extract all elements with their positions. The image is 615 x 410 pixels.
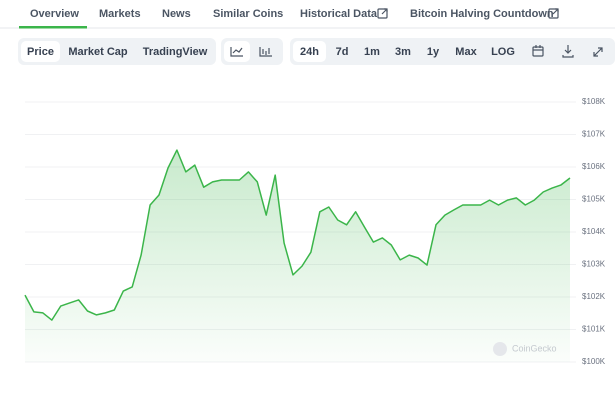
y-tick-label: $100K bbox=[582, 357, 606, 366]
range-button[interactable]: 1y bbox=[427, 46, 440, 58]
price-line bbox=[24, 149, 571, 321]
button-bar: Price Market Cap TradingView 24h 7d 1m 3m 1y Max… bbox=[27, 46, 515, 58]
active-button bbox=[21, 41, 60, 62]
y-tick-label: $105K bbox=[582, 195, 606, 204]
tab[interactable]: News bbox=[162, 8, 191, 20]
y-tick-label: $102K bbox=[582, 292, 606, 301]
chart: $100K $101K $102K $103K $104K $105K $106K $107K… bbox=[24, 97, 606, 366]
watermark: CoinGecko bbox=[512, 343, 557, 353]
calendar-icon[interactable] bbox=[532, 45, 544, 57]
active-tab-underline bbox=[19, 26, 87, 29]
tab[interactable]: Historical Data bbox=[300, 8, 378, 20]
y-tick-label: $107K bbox=[582, 130, 606, 139]
range-button[interactable]: 3m bbox=[395, 46, 411, 58]
y-tick-label: $101K bbox=[582, 325, 606, 334]
y-tick-label: $108K bbox=[582, 97, 606, 106]
candle-icon[interactable] bbox=[259, 47, 272, 57]
active-button bbox=[293, 41, 326, 62]
external-icon bbox=[548, 8, 559, 19]
range-button[interactable]: 24h bbox=[300, 46, 319, 58]
tab-bar: Overview Markets News Similar Coins Historic… bbox=[30, 8, 554, 20]
range-button[interactable]: 1m bbox=[364, 46, 380, 58]
chart-type-button[interactable]: TradingView bbox=[143, 46, 208, 58]
range-button[interactable]: Max bbox=[455, 46, 477, 58]
watermark-logo bbox=[493, 342, 507, 356]
y-tick-label: $106K bbox=[582, 162, 606, 171]
tab[interactable]: Similar Coins bbox=[213, 8, 283, 20]
expand-icon[interactable] bbox=[593, 47, 603, 57]
chart-type-button[interactable]: Price bbox=[27, 46, 54, 58]
range-group bbox=[290, 38, 615, 65]
y-tick-label: $103K bbox=[582, 260, 606, 269]
area bbox=[25, 150, 570, 362]
tab[interactable]: Bitcoin Halving Countdown bbox=[410, 8, 554, 20]
tab[interactable]: Markets bbox=[99, 8, 141, 20]
line-icon[interactable] bbox=[230, 47, 243, 57]
chart-type-group bbox=[18, 38, 216, 65]
active-button bbox=[224, 41, 250, 62]
external-icon bbox=[377, 8, 388, 19]
range-button[interactable]: 7d bbox=[336, 46, 349, 58]
y-tick-label: $104K bbox=[582, 227, 606, 236]
download-icon[interactable] bbox=[562, 45, 574, 58]
chart-type-button[interactable]: Market Cap bbox=[68, 46, 128, 58]
tab[interactable]: Overview bbox=[30, 8, 79, 20]
range-button[interactable]: LOG bbox=[491, 46, 515, 58]
